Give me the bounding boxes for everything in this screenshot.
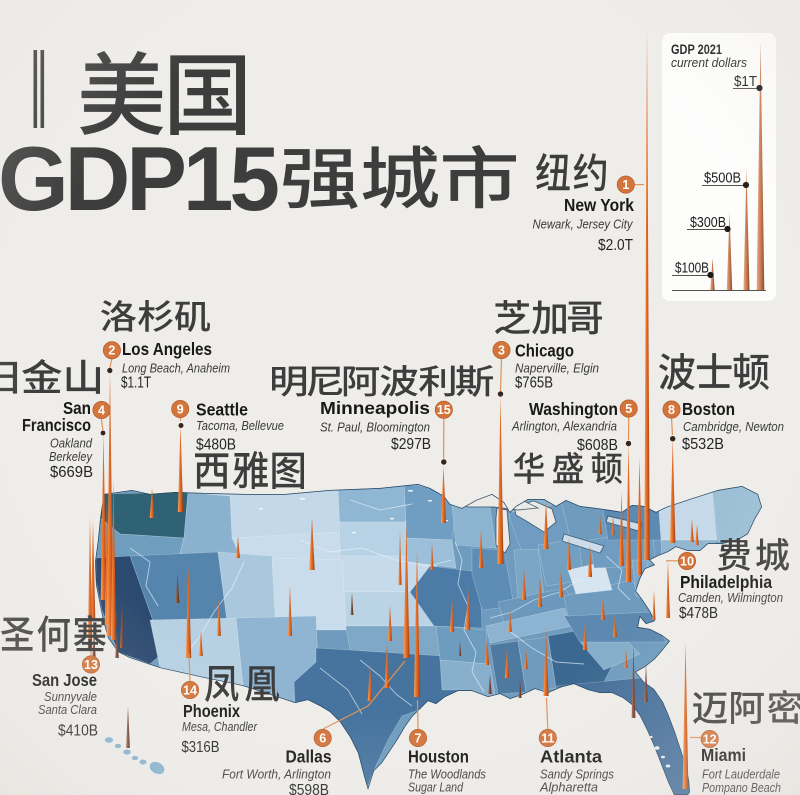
svg-text:GDP 2021: GDP 2021 <box>671 42 722 57</box>
svg-text:Naperville, Elgin: Naperville, Elgin <box>515 361 599 376</box>
svg-text:$480B: $480B <box>196 437 236 454</box>
svg-text:Long Beach, Anaheim: Long Beach, Anaheim <box>122 361 230 376</box>
svg-text:$410B: $410B <box>58 723 98 740</box>
svg-text:15: 15 <box>437 403 451 417</box>
svg-text:Cambridge, Newton: Cambridge, Newton <box>683 419 784 434</box>
svg-text:$478B: $478B <box>679 605 718 622</box>
svg-text:$608B: $608B <box>577 437 618 454</box>
svg-text:Boston: Boston <box>682 399 735 419</box>
svg-text:Francisco: Francisco <box>22 415 91 435</box>
svg-text:New York: New York <box>564 195 634 215</box>
svg-text:Philadelphia: Philadelphia <box>680 572 772 592</box>
svg-text:1: 1 <box>622 178 629 192</box>
svg-text:$598B: $598B <box>289 782 329 795</box>
svg-text:6: 6 <box>319 731 326 745</box>
svg-text:Tacoma, Bellevue: Tacoma, Bellevue <box>196 418 284 433</box>
svg-text:Sugar Land: Sugar Land <box>408 780 464 795</box>
svg-text:Fort Worth, Arlington: Fort Worth, Arlington <box>222 767 331 782</box>
svg-text:$765B: $765B <box>515 375 553 392</box>
svg-text:Mesa, Chandler: Mesa, Chandler <box>182 719 257 734</box>
svg-text:$100B: $100B <box>675 261 709 277</box>
svg-text:7: 7 <box>415 731 422 745</box>
svg-text:3: 3 <box>498 343 505 357</box>
svg-text:$300B: $300B <box>690 215 726 231</box>
svg-text:Alpharetta: Alpharetta <box>539 780 598 795</box>
svg-text:Newark, Jersey City: Newark, Jersey City <box>533 217 634 232</box>
svg-text:4: 4 <box>98 403 105 417</box>
svg-text:$1.1T: $1.1T <box>121 375 151 392</box>
svg-text:9: 9 <box>177 402 184 416</box>
svg-text:$500B: $500B <box>704 171 741 187</box>
svg-text:Miami: Miami <box>701 745 746 765</box>
svg-text:$2.0T: $2.0T <box>598 237 633 254</box>
svg-text:Pompano Beach: Pompano Beach <box>702 780 781 795</box>
svg-text:Camden, Wilmington: Camden, Wilmington <box>678 590 783 605</box>
svg-text:5: 5 <box>625 402 632 416</box>
svg-text:Seattle: Seattle <box>196 400 248 420</box>
svg-text:$316B: $316B <box>182 739 220 756</box>
svg-text:Arlington, Alexandria: Arlington, Alexandria <box>511 419 617 434</box>
svg-text:current dollars: current dollars <box>671 56 747 70</box>
svg-text:Santa Clara: Santa Clara <box>38 702 97 717</box>
svg-text:$532B: $532B <box>682 436 724 453</box>
svg-text:Houston: Houston <box>408 747 469 767</box>
svg-text:GDP15: GDP15 <box>0 129 280 230</box>
svg-text:2: 2 <box>108 344 115 358</box>
svg-text:$669B: $669B <box>50 464 93 481</box>
svg-text:Atlanta: Atlanta <box>540 747 602 767</box>
svg-text:Dallas: Dallas <box>286 747 332 767</box>
svg-text:Phoenix: Phoenix <box>183 701 240 721</box>
svg-text:Berkeley: Berkeley <box>49 449 93 464</box>
svg-text:11: 11 <box>541 731 554 745</box>
svg-text:Washington: Washington <box>529 399 618 419</box>
svg-text:San Jose: San Jose <box>32 670 97 690</box>
svg-text:Chicago: Chicago <box>515 341 574 361</box>
svg-text:St. Paul, Bloomington: St. Paul, Bloomington <box>320 420 430 435</box>
svg-text:$297B: $297B <box>391 436 431 453</box>
svg-text:8: 8 <box>668 403 675 417</box>
svg-text:14: 14 <box>183 683 197 697</box>
svg-text:Minneapolis: Minneapolis <box>320 398 430 418</box>
svg-text:10: 10 <box>680 554 694 568</box>
svg-text:Los Angeles: Los Angeles <box>122 339 212 359</box>
svg-text:$1T: $1T <box>734 74 757 90</box>
